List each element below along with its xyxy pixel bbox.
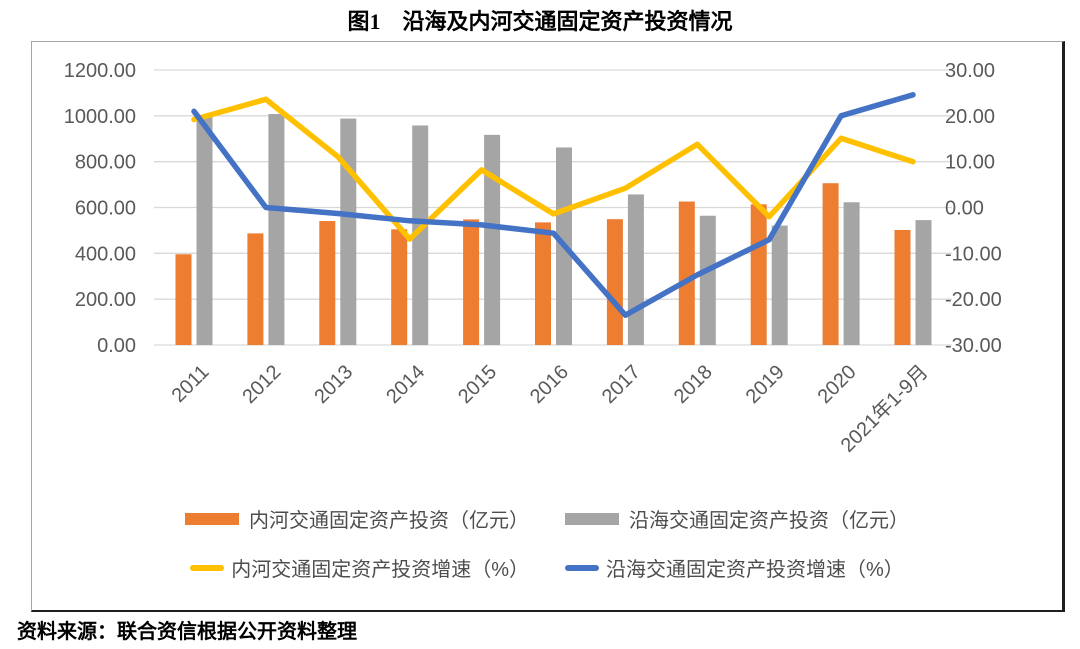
chart-plot: 0.00 -30.00 200.00 -20.00 400.00 -10.00 600.00… [64, 60, 1002, 457]
left-axis-tick-label: 0.00 [97, 335, 136, 357]
bar-coastal-2020 [843, 202, 860, 345]
legend-item-0: 内河交通固定资产投资（亿元） [185, 504, 529, 533]
bar-inland-2018 [678, 201, 695, 345]
left-axis-tick-label: 1200.00 [64, 60, 136, 82]
bar-coastal-2014 [412, 125, 429, 345]
legend-row-bars: 内河交通固定资产投资（亿元） 沿海交通固定资产投资（亿元） [32, 504, 1062, 533]
x-axis-label-2014: 2014 [382, 361, 429, 408]
legend-item-2: 内河交通固定资产投资增速（%） [190, 553, 529, 582]
right-axis-tick-label: -20.00 [945, 289, 1002, 311]
bar-inland-2011 [175, 254, 192, 345]
line-swatch-3 [565, 564, 599, 571]
legend-label: 内河交通固定资产投资（亿元） [249, 510, 529, 532]
bar-coastal-2015 [484, 134, 501, 345]
bar-inland-2020 [822, 183, 839, 345]
coastal-growth-line [191, 92, 916, 318]
line-swatch-2 [190, 564, 225, 571]
right-axis-tick-label: 0.00 [945, 198, 984, 220]
right-axis-tick-label: 20.00 [945, 106, 995, 128]
x-axis-label-2012: 2012 [238, 361, 285, 408]
bar-coastal-2011 [196, 115, 213, 345]
left-axis-tick-label: 800.00 [75, 152, 136, 174]
x-axis-label-2015: 2015 [454, 361, 501, 408]
right-axis-tick-label: 30.00 [945, 60, 995, 82]
x-axis-label-2018: 2018 [670, 361, 717, 408]
legend-item-3: 沿海交通固定资产投资增速（%） [565, 553, 904, 582]
bar-coastal-2017 [627, 194, 644, 345]
right-axis-tick-label: 10.00 [945, 152, 995, 174]
right-axis-tick-label: -10.00 [945, 243, 1002, 265]
bar-inland-2016 [535, 222, 551, 345]
x-axis-label-2017: 2017 [598, 361, 645, 408]
x-axis-label-2013: 2013 [310, 361, 357, 408]
bar-inland-2017 [606, 219, 623, 345]
x-axis-label-2020: 2020 [814, 361, 861, 408]
bar-coastal-2012 [268, 114, 285, 345]
bar-swatch-0 [185, 512, 239, 525]
x-axis-label-2016: 2016 [526, 361, 573, 408]
right-axis-tick-label: -30.00 [945, 335, 1002, 357]
bar-inland-2019 [750, 204, 767, 345]
legend-label: 沿海交通固定资产投资增速（%） [606, 559, 904, 581]
chart-frame: 0.00 -30.00 200.00 -20.00 400.00 -10.00 600.00… [31, 41, 1065, 612]
legend-label: 内河交通固定资产投资增速（%） [231, 559, 529, 581]
bar-coastal-2019 [771, 225, 788, 345]
x-axis-label-2011: 2011 [168, 361, 214, 407]
left-axis-tick-label: 200.00 [75, 289, 136, 311]
left-axis-tick-label: 600.00 [75, 198, 136, 220]
x-axis-label-2019: 2019 [742, 361, 789, 408]
inland-growth-line [191, 96, 916, 242]
chart-title: 图1 沿海及内河交通固定资产投资情况 [347, 9, 733, 34]
left-axis-tick-label: 1000.00 [64, 106, 136, 128]
bar-inland-2013 [319, 221, 336, 345]
bar-inland-2021年1-9月 [894, 229, 911, 345]
bar-swatch-1 [565, 512, 619, 525]
bar-coastal-2018 [699, 215, 716, 345]
bar-inland-2015 [463, 219, 480, 345]
left-axis-tick-label: 400.00 [75, 243, 136, 265]
source-note: 资料来源：联合资信根据公开资料整理 [17, 621, 357, 643]
bar-coastal-2021年1-9月 [915, 220, 932, 345]
legend-label: 沿海交通固定资产投资（亿元） [629, 510, 909, 532]
legend-row-lines: 内河交通固定资产投资增速（%） 沿海交通固定资产投资增速（%） [32, 553, 1062, 582]
legend-item-1: 沿海交通固定资产投资（亿元） [565, 504, 909, 533]
bar-inland-2014 [391, 229, 408, 345]
bar-coastal-2013 [340, 118, 357, 345]
bar-inland-2012 [247, 233, 264, 345]
